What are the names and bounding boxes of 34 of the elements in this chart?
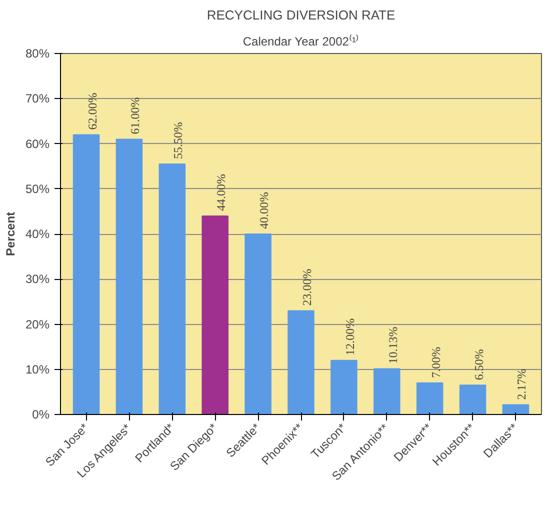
chart-subtitle: Calendar Year 2002⁽¹⁾ (242, 34, 359, 48)
data-label: 55.50% (171, 122, 186, 160)
data-label: 61.00% (128, 97, 142, 134)
bar (202, 215, 228, 414)
y-tick-label: 70% (25, 92, 50, 106)
bar (459, 384, 486, 414)
bar (116, 138, 143, 414)
y-tick-label: 30% (25, 272, 50, 286)
data-label: 12.00% (342, 318, 357, 356)
data-label: 23.00% (300, 268, 314, 306)
data-label: 62.00% (85, 92, 100, 130)
data-label: 2.17% (514, 368, 529, 400)
data-label: 7.00% (428, 346, 443, 378)
y-tick-label: 80% (25, 46, 50, 60)
data-label: 6.50% (472, 349, 486, 380)
bar (502, 404, 530, 414)
data-label: 40.00% (257, 192, 272, 229)
y-tick-label: 20% (25, 317, 50, 332)
bar (72, 134, 100, 414)
bar (158, 164, 186, 414)
bar (374, 368, 400, 414)
y-tick-label: 0% (32, 408, 50, 422)
bar (330, 360, 358, 414)
y-tick-label: 10% (25, 362, 50, 376)
y-axis-title: Percent (3, 212, 18, 256)
y-tick-label: 40% (25, 227, 50, 241)
y-tick-label: 50% (25, 182, 50, 196)
data-label: 44.00% (214, 174, 228, 211)
y-tick-label: 60% (25, 136, 50, 151)
data-label: 10.13% (386, 326, 400, 364)
bar (288, 310, 314, 414)
bar (244, 234, 272, 414)
bar (416, 382, 444, 414)
chart-title: RECYCLING DIVERSION RATE (206, 8, 396, 22)
